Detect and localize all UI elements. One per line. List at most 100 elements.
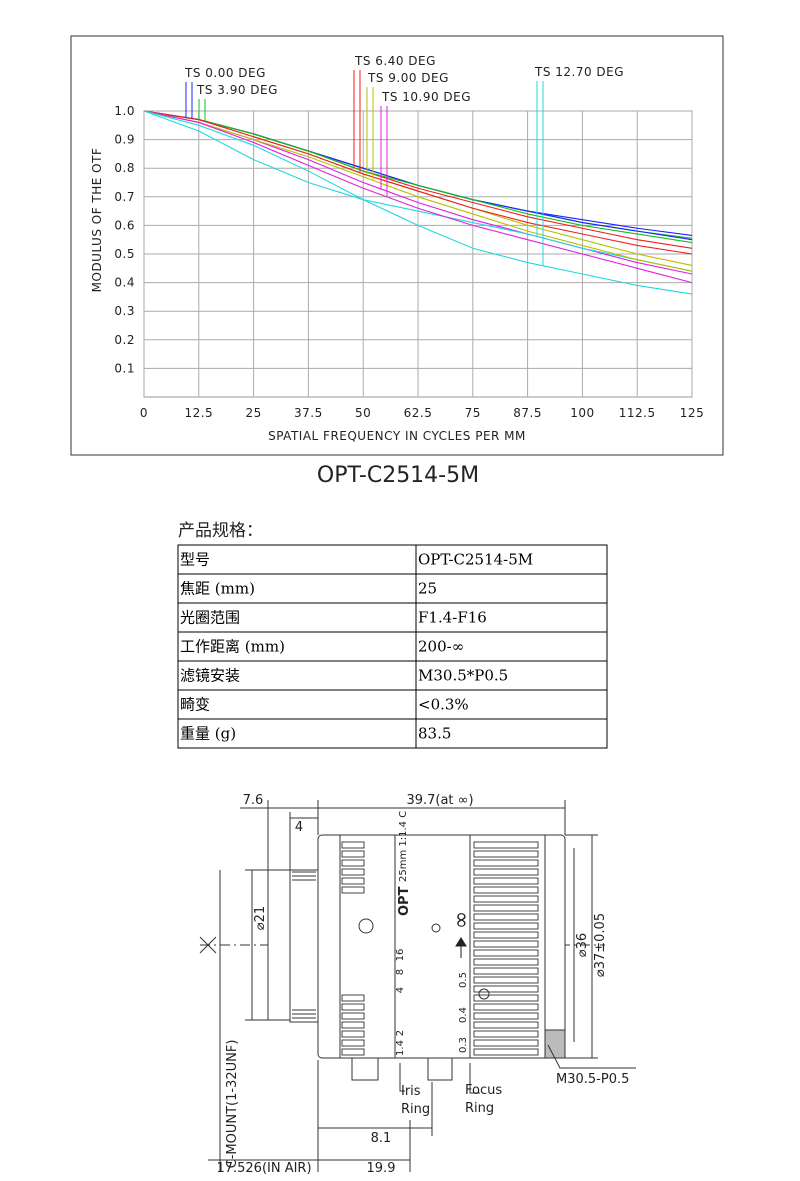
table-cell: 83.5 <box>418 725 451 743</box>
x-tick-label: 112.5 <box>619 406 656 420</box>
x-tick-label: 50 <box>355 406 371 420</box>
line-series <box>143 110 693 255</box>
table-cell: 型号 <box>180 551 210 569</box>
groove <box>341 1030 365 1038</box>
line-series <box>143 110 693 272</box>
groove <box>473 1012 539 1020</box>
y-tick-label: 0.7 <box>114 190 135 204</box>
ring <box>339 834 396 1059</box>
dim-label: ⌀37±0.05 <box>593 913 608 977</box>
brand: OPT <box>397 886 412 916</box>
line-series <box>143 110 693 284</box>
x-tick-label: 87.5 <box>513 406 542 420</box>
groove <box>473 994 539 1002</box>
y-tick-label: 1.0 <box>114 104 135 118</box>
table-cell: 滤镜安装 <box>180 667 240 685</box>
lens-drawing: 7.6 4 39.7(at ∞) ⌀21 OPT 25mm 1:1.4 C ∞ … <box>199 793 636 1176</box>
groove <box>341 868 365 876</box>
x-tick-label: 0 <box>140 406 148 420</box>
leader <box>547 1044 636 1069</box>
y-tick-label: 0.4 <box>114 276 135 290</box>
x-axis-title: SPATIAL FREQUENCY IN CYCLES PER MM <box>268 429 526 443</box>
y-tick-label: 0.1 <box>114 361 135 375</box>
table-cell: 光圈范围 <box>180 609 240 627</box>
groove <box>473 940 539 948</box>
legend-label: TS 6.40 DEG <box>354 54 436 68</box>
groove <box>473 1030 539 1038</box>
groove <box>341 1048 365 1056</box>
groove <box>341 1012 365 1020</box>
leader <box>399 1063 480 1094</box>
table-cell: 焦距 (mm) <box>180 580 255 598</box>
groove <box>473 841 539 849</box>
legend-label: TS 10.90 DEG <box>381 90 471 104</box>
infinity-mark: ∞ <box>449 911 474 929</box>
groove <box>341 886 365 894</box>
groove <box>473 931 539 939</box>
groove <box>473 958 539 966</box>
focus-knob <box>427 1057 453 1081</box>
lens-mark: 25mm 1:1.4 C <box>398 811 409 882</box>
iris-knob <box>351 1057 379 1081</box>
line-series <box>143 110 693 244</box>
groove <box>341 1021 365 1029</box>
iris-ring <box>339 834 396 1059</box>
groove <box>473 976 539 984</box>
legend-label: TS 0.00 DEG <box>184 66 266 80</box>
groove <box>473 895 539 903</box>
dim-label: 7.6 <box>243 793 264 808</box>
table-cell: 重量 (g) <box>180 725 236 743</box>
y-tick-label: 0.2 <box>114 333 135 347</box>
dim-label: 17.526(IN AIR) <box>216 1161 311 1176</box>
y-tick-label: 0.6 <box>114 218 135 232</box>
dim-label: 4 <box>295 820 303 835</box>
focus-scale-label: 0.3 <box>458 1037 469 1053</box>
y-tick-label: 0.5 <box>114 247 135 261</box>
groove <box>473 859 539 867</box>
table-cell: F1.4-F16 <box>418 609 487 627</box>
groove <box>473 877 539 885</box>
table-cell: 畸变 <box>180 696 210 714</box>
thread <box>289 869 319 1023</box>
iris-label: Iris <box>401 1084 421 1099</box>
thread-label: M30.5-P0.5 <box>556 1072 629 1087</box>
iris-scale-label: 8 <box>395 969 406 975</box>
table-border <box>177 544 608 749</box>
groove <box>341 877 365 885</box>
legend-label: TS 3.90 DEG <box>196 83 278 97</box>
chart-frame <box>70 35 724 456</box>
groove <box>473 967 539 975</box>
flange <box>267 869 291 1021</box>
table-cell: 200-∞ <box>418 638 464 656</box>
scales: 16 8 4 2 1.4 0.5 0.4 0.3 <box>395 949 469 1056</box>
iris-scale-label: 16 <box>395 949 406 962</box>
x-tick-label: 125 <box>680 406 704 420</box>
groove <box>341 1039 365 1047</box>
table-cell: 25 <box>418 580 437 598</box>
dim-label: ⌀21 <box>253 906 268 930</box>
iris-label: Ring <box>401 1102 430 1117</box>
table-cell: M30.5*P0.5 <box>418 667 508 685</box>
focus-label: Focus <box>465 1083 502 1098</box>
groove <box>473 913 539 921</box>
dim-label: 19.9 <box>367 1161 396 1176</box>
groove <box>341 1003 365 1011</box>
spec-table: 型号 OPT-C2514-5M 焦距 (mm) 25 光圈范围 F1.4-F16 工作距离 … <box>177 544 608 749</box>
y-tick-label: 0.9 <box>114 133 135 147</box>
y-tick-label: 0.8 <box>114 161 135 175</box>
spec-title: 产品规格： <box>178 521 263 541</box>
legend-label: TS 12.70 DEG <box>534 65 624 79</box>
focus-scale-label: 0.4 <box>458 1007 469 1023</box>
y-tick-label: 0.3 <box>114 304 135 318</box>
table-cell: <0.3% <box>418 696 469 714</box>
table-cell: OPT-C2514-5M <box>418 551 533 569</box>
iris-scale-label: 4 <box>395 987 406 993</box>
table-cell: 工作距离 (mm) <box>180 638 285 656</box>
line-series <box>143 110 693 272</box>
screw <box>358 918 374 934</box>
groove <box>473 904 539 912</box>
arrow <box>455 937 467 958</box>
groove <box>473 949 539 957</box>
dim-label: 39.7(at ∞) <box>406 793 473 808</box>
